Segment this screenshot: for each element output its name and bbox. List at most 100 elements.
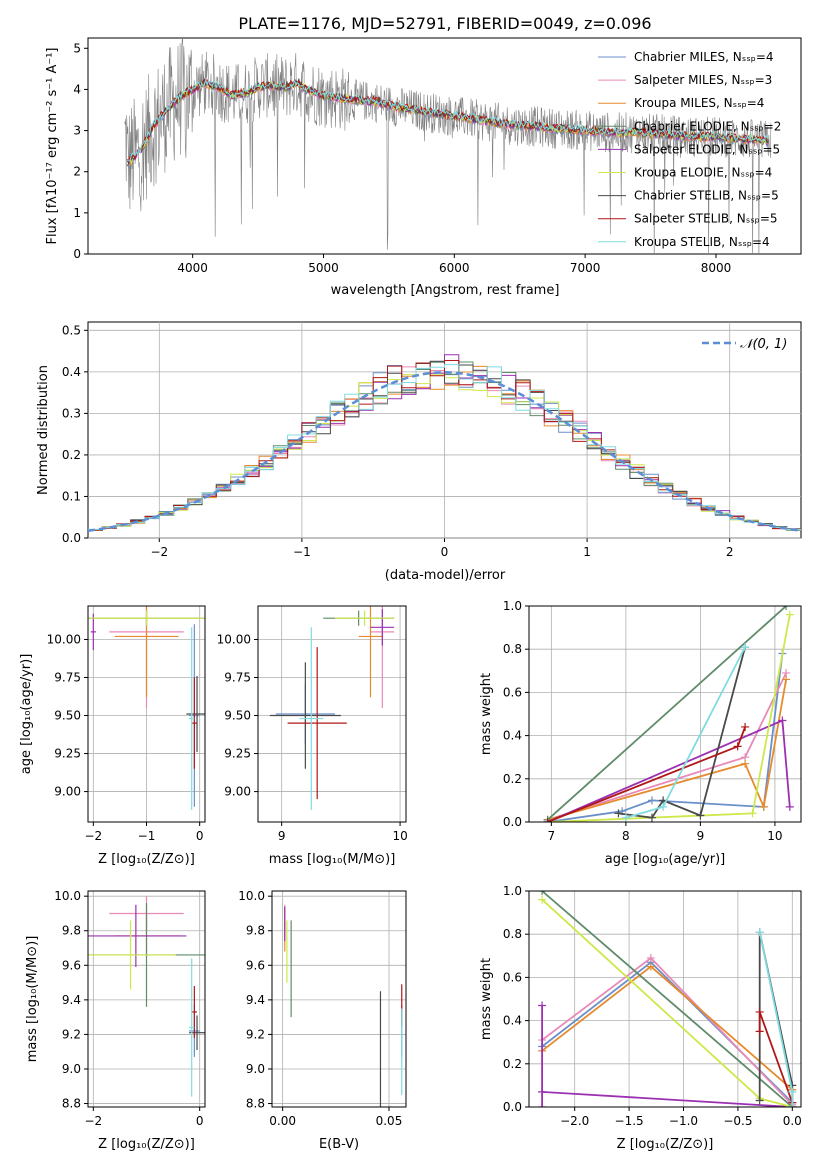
panel-marks [538, 891, 797, 1107]
chabrier_miles-line [547, 653, 784, 822]
residuals-plot [88, 354, 801, 532]
x-tick-label: −2 [84, 1114, 102, 1128]
spectrum-panel: PLATE=1176, MJD=52791, FIBERID=0049, z=0… [45, 14, 802, 298]
spectrum-lines [124, 38, 772, 254]
residuals-xlabel: (data-model)/error [385, 568, 506, 583]
residuals-panel: −2 −1 0 1 2 0.0 0.1 0.2 0.3 0.4 0.5 (data-model)/e… [36, 321, 802, 583]
chabrier_miles-marker [647, 796, 656, 805]
y-tick-label: 0.1 [62, 489, 81, 503]
kroupa_elodie-line [547, 614, 791, 822]
y-tick-label: 10.00 [217, 632, 251, 646]
salpeter_elodie-marker [538, 1087, 547, 1096]
x-tick-label: 1 [583, 545, 591, 559]
panel-marks [88, 896, 205, 1097]
x-axis-label: Z [log₁₀(Z/Z⊙)] [98, 1137, 195, 1152]
y-tick-label: 0.4 [503, 729, 522, 743]
x-tick-label: 9 [278, 829, 286, 843]
y-tick-label: 0.6 [503, 685, 522, 699]
x-tick-label: 0.0 [783, 1114, 802, 1128]
mass_vs_Z-panel: −2 0 8.8 9.0 9.2 9.4 9.6 9.8 10.0 Z [log₁₀(Z/Z⊙)]… [25, 889, 206, 1152]
y-tick-label: 0.3 [62, 406, 81, 420]
y-tick-label: 4 [73, 82, 81, 96]
x-tick-label: −1 [293, 545, 311, 559]
kroupa_elodie-marker [538, 895, 547, 904]
kroupa_stelib-marker [621, 813, 630, 822]
kroupa_stelib-marker [741, 643, 750, 652]
kroupa_stelib-line [758, 931, 794, 1107]
x-axis-label: mass [log₁₀(M/M⊙)] [269, 852, 396, 867]
x-tick-label: −1.0 [669, 1114, 698, 1128]
legend-label: Kroupa MILES, Nₛₛₚ=4 [634, 96, 764, 110]
y-axis-label: mass weight [479, 958, 494, 1040]
y-axis-label: mass [log₁₀(M/M⊙)] [25, 936, 40, 1063]
y-tick-label: 9.75 [54, 670, 81, 684]
spectrum-ticks: 4000 5000 6000 7000 8000 0 1 2 3 4 5 [73, 41, 731, 275]
spectrum-ylabel: Flux [fλ10⁻¹⁷ erg cm⁻² s⁻¹ A⁻¹] [45, 48, 60, 245]
y-tick-label: 0.5 [62, 323, 81, 337]
residuals-ticks: −2 −1 0 1 2 0.0 0.1 0.2 0.3 0.4 0.5 [62, 322, 801, 559]
y-tick-label: 9.00 [54, 785, 81, 799]
kroupa_stelib-marker [788, 1103, 797, 1107]
x-tick-label: 4000 [177, 261, 208, 275]
y-tick-label: 9.00 [224, 785, 251, 799]
x-tick-label: −0.5 [723, 1114, 752, 1128]
salpeter_stelib-marker [755, 1027, 764, 1036]
legend-label: Chabrier ELODIE, Nₛₛₚ=2 [634, 119, 781, 133]
y-tick-label: 1.0 [503, 884, 522, 898]
y-tick-label: 0.2 [503, 1057, 522, 1071]
y-tick-label: 0.8 [503, 927, 522, 941]
x-tick-label: −1.5 [615, 1114, 644, 1128]
spectrum-frame [87, 37, 802, 255]
x-tick-label: 0 [196, 1114, 204, 1128]
salpeter_elodie-marker [538, 1001, 547, 1010]
salpeter_elodie-marker [785, 802, 794, 811]
y-tick-label: 9.25 [224, 747, 251, 761]
kroupa_elodie-marker [785, 610, 794, 619]
legend-label: Chabrier MILES, Nₛₛₚ=4 [634, 50, 774, 64]
x-axis-label: E(B-V) [319, 1137, 359, 1152]
panel-marks [284, 904, 403, 1107]
x-tick-label: 2 [726, 545, 734, 559]
x-tick-label: 0.05 [376, 1114, 403, 1128]
salpeter_elodie-marker [538, 1103, 547, 1107]
x-axis-label: Z [log₁₀(Z/Z⊙)] [617, 1137, 714, 1152]
y-tick-label: 9.25 [54, 747, 81, 761]
kroupa_elodie-line [541, 898, 793, 1107]
kroupa_stelib-marker [659, 802, 668, 811]
kroupa_miles-histogram [88, 365, 801, 531]
chabrier_elodie-marker [782, 606, 791, 610]
legend-label: Salpeter MILES, Nₛₛₚ=3 [634, 73, 772, 87]
kroupa_stelib-model-line [126, 77, 769, 162]
x-tick-label: 7000 [570, 261, 601, 275]
chabrier_stelib-marker [647, 813, 656, 822]
kroupa_miles-line [547, 679, 787, 821]
y-tick-label: 9.4 [62, 993, 81, 1007]
kroupa_elodie-marker [748, 809, 757, 818]
y-tick-label: 0.4 [503, 1014, 522, 1028]
chabrier_stelib-model-line [126, 77, 769, 166]
salpeter_stelib-line [547, 726, 746, 822]
x-axis-label: age [log₁₀(age/yr)] [605, 852, 726, 867]
y-tick-label: 9.0 [62, 1062, 81, 1076]
chabrier_stelib-marker [696, 811, 705, 820]
panel-frame [528, 605, 802, 823]
y-tick-label: 9.50 [54, 709, 81, 723]
salpeter_elodie-line [541, 1005, 793, 1107]
x-tick-label: −2.0 [560, 1114, 589, 1128]
kroupa_miles-line [541, 965, 793, 1091]
salpeter_stelib-marker [741, 722, 750, 731]
kroupa_stelib-marker [755, 928, 764, 937]
legend-label: Kroupa STELIB, Nₛₛₚ=4 [634, 235, 770, 249]
y-tick-label: 1 [73, 206, 81, 220]
legend-label: Kroupa ELODIE, Nₛₛₚ=4 [634, 166, 772, 180]
y-tick-label: 9.2 [246, 1027, 265, 1041]
y-tick-label: 10.0 [238, 889, 265, 903]
residuals-legend: 𝒩(0, 1) [702, 337, 787, 352]
kroupa_stelib-marker [788, 1087, 797, 1096]
y-tick-label: 8.8 [246, 1097, 265, 1111]
spectrum-title: PLATE=1176, MJD=52791, FIBERID=0049, z=0… [238, 14, 651, 33]
y-tick-label: 9.75 [224, 670, 251, 684]
y-tick-label: 0.2 [62, 448, 81, 462]
legend-label: Salpeter STELIB, Nₛₛₚ=5 [634, 212, 778, 226]
x-tick-label: 10 [392, 829, 407, 843]
